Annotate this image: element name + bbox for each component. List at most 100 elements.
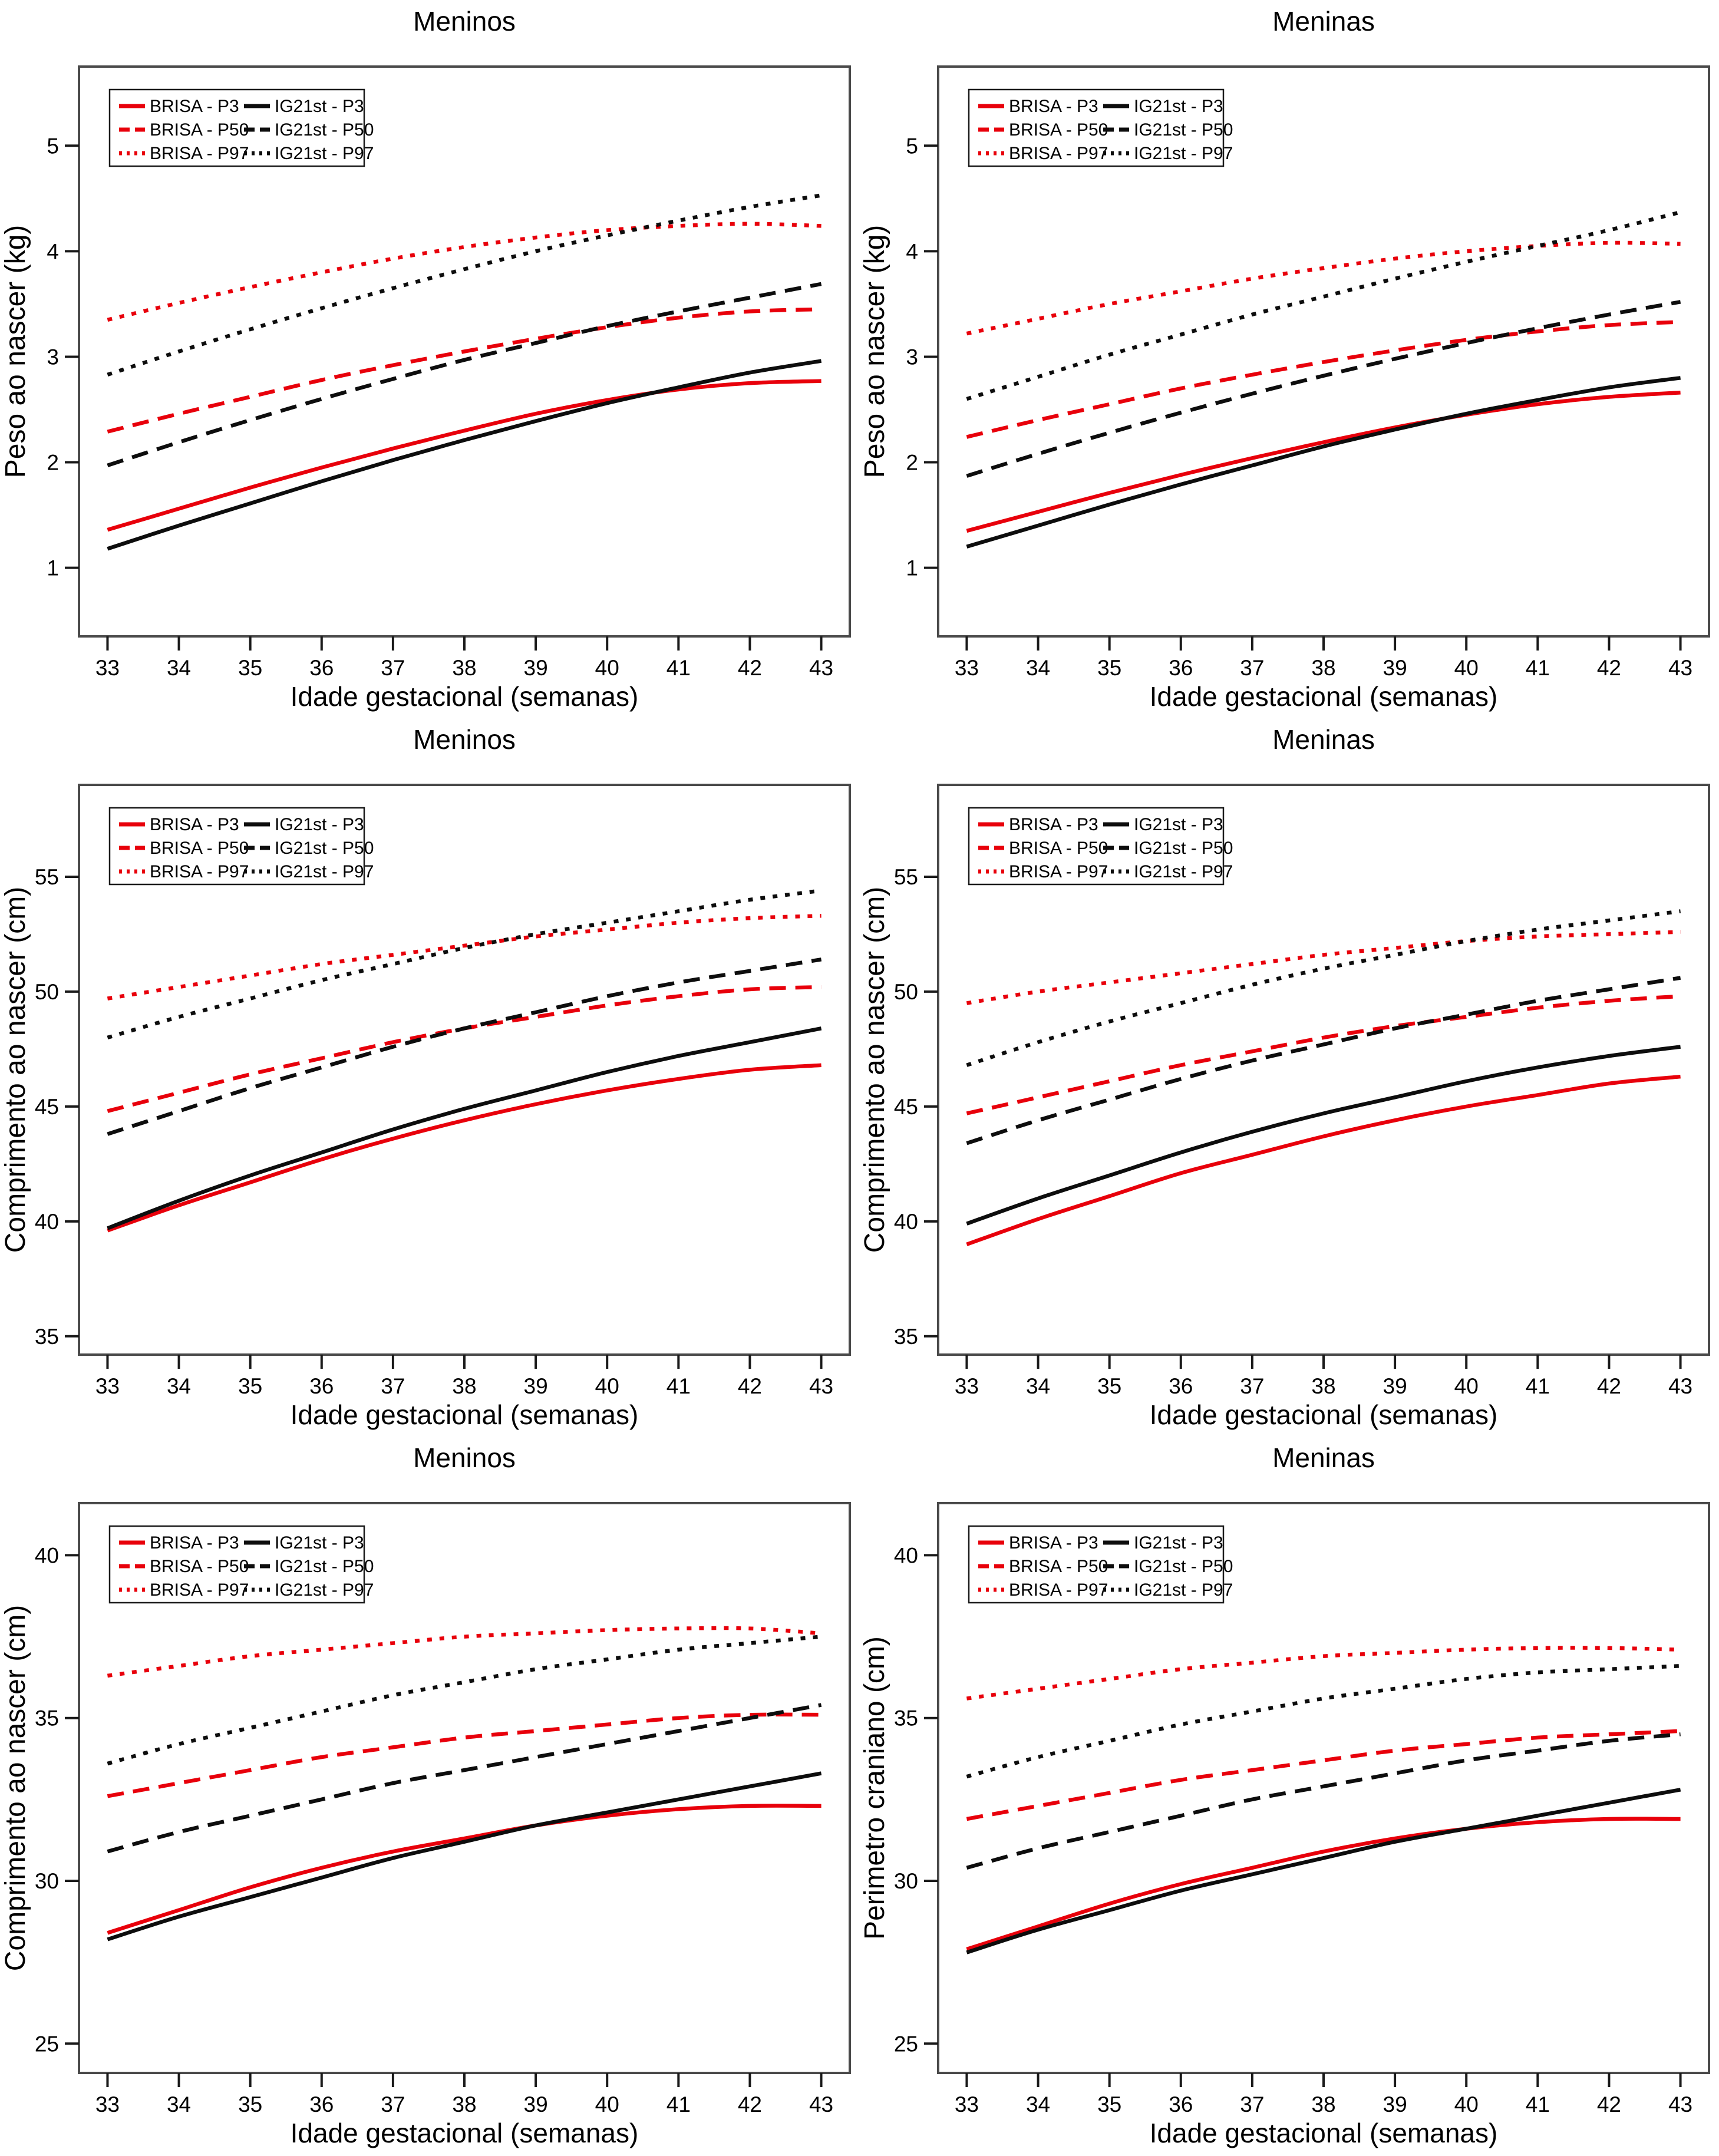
x-tick-label: 37: [1240, 656, 1264, 680]
legend-label: IG21st - P50: [1134, 1557, 1233, 1576]
x-axis-label: Idade gestacional (semanas): [1150, 681, 1498, 712]
chart-canvas: Meninos 35 40 45 50 55 33 34 35 36 37 38 39 40 41 42 43 I…: [0, 724, 851, 1430]
x-tick-label: 37: [381, 1374, 405, 1398]
legend-box: [108, 88, 365, 167]
y-tick-label: 25: [894, 2032, 918, 2056]
x-tick-label: 33: [955, 2092, 979, 2117]
x-axis-label: Idade gestacional (semanas): [1150, 2118, 1498, 2148]
x-tick-label: 38: [1311, 1374, 1335, 1398]
y-tick-label: 4: [47, 239, 59, 263]
x-tick-label: 41: [667, 656, 691, 680]
legend-label: IG21st - P97: [275, 1580, 374, 1600]
x-tick-label: 34: [167, 1374, 191, 1398]
series-BRISA-P50: [107, 307, 821, 434]
y-tick-label: 1: [47, 556, 59, 580]
x-tick-label: 37: [381, 656, 405, 680]
legend-label: IG21st - P50: [275, 120, 374, 140]
legend-label: IG21st - P3: [1134, 97, 1223, 116]
y-tick-label: 55: [35, 865, 59, 889]
y-axis-label: Comprimento ao nascer (cm): [0, 1605, 31, 1972]
x-tick-label: 36: [309, 656, 334, 680]
y-tick-label: 3: [906, 345, 918, 369]
legend-label: BRISA - P97: [1009, 144, 1108, 163]
chart-canvas: Meninos 25 30 35 40 33 34 35 36 37 38 39 40 41 42 43 Ida…: [0, 1442, 851, 2148]
x-axis-label: Idade gestacional (semanas): [291, 1399, 639, 1430]
legend-label: IG21st - P3: [275, 97, 364, 116]
legend-box: [108, 807, 365, 886]
series-IG21st-P97: [107, 193, 822, 377]
legend-box: [968, 1525, 1225, 1604]
x-tick-label: 43: [809, 1374, 833, 1398]
legend-box: [108, 1525, 365, 1604]
x-tick-label: 39: [1383, 1374, 1407, 1398]
y-tick-label: 45: [35, 1095, 59, 1119]
legend-label: BRISA - P50: [1009, 838, 1108, 858]
x-tick-label: 43: [1668, 2092, 1692, 2117]
series-BRISA-P50: [966, 994, 1681, 1115]
series-BRISA-P97: [966, 240, 1681, 336]
legend-label: IG21st - P50: [1134, 120, 1233, 140]
x-tick-label: 40: [595, 2092, 619, 2117]
legend-box: [968, 807, 1225, 886]
legend: BRISA - P3 BRISA - P50 BRISA - P97 IG21st -…: [968, 807, 1233, 886]
series-IG21st-P50: [966, 300, 1681, 478]
series-BRISA-P3: [966, 1817, 1681, 1952]
x-tick-label: 37: [1240, 2092, 1264, 2117]
series-BRISA-P50: [966, 320, 1681, 439]
y-tick-label: 1: [906, 556, 918, 580]
legend-label: IG21st - P97: [1134, 144, 1233, 163]
legend-label: IG21st - P97: [1134, 862, 1233, 881]
y-tick-label: 2: [906, 451, 918, 475]
x-tick-label: 42: [738, 1374, 762, 1398]
series-BRISA-P97: [966, 1646, 1681, 1701]
legend-label: IG21st - P3: [275, 815, 364, 834]
x-tick-label: 40: [1454, 1374, 1479, 1398]
y-tick-label: 55: [894, 865, 918, 889]
x-tick-label: 39: [1383, 2092, 1407, 2117]
legend: BRISA - P3 BRISA - P50 BRISA - P97 IG21st -…: [968, 88, 1233, 167]
x-tick-label: 39: [524, 656, 548, 680]
y-tick-label: 30: [35, 1869, 59, 1893]
legend-label: BRISA - P3: [1009, 97, 1098, 116]
legend-label: IG21st - P97: [275, 144, 374, 163]
x-tick-label: 35: [1097, 2092, 1121, 2117]
x-tick-label: 35: [238, 1374, 262, 1398]
series-BRISA-P3: [107, 379, 821, 532]
y-axis-label: Perimetro craniano (cm): [859, 1636, 890, 1940]
x-tick-label: 40: [595, 1374, 619, 1398]
x-tick-label: 38: [452, 2092, 476, 2117]
legend: BRISA - P3 BRISA - P50 BRISA - P97 IG21st -…: [108, 1525, 374, 1604]
legend-label: IG21st - P50: [275, 1557, 374, 1576]
series-IG21st-P50: [107, 958, 822, 1136]
x-axis-label: Idade gestacional (semanas): [1150, 1399, 1498, 1430]
x-tick-label: 42: [738, 2092, 762, 2117]
panel-2-meninos: Meninos 35 40 45 50 55 33 34 35 36 37 38 39 40 41 42 43 I…: [0, 718, 859, 1437]
y-tick-label: 40: [35, 1543, 59, 1567]
x-tick-label: 33: [955, 1374, 979, 1398]
series-IG21st-P3: [107, 1771, 822, 1942]
series-IG21st-P3: [966, 1788, 1681, 1954]
y-tick-label: 5: [906, 134, 918, 158]
panel-5-meninas: Meninas 25 30 35 40 33 34 35 36 37 38 39 40 41 42 43 Ida…: [859, 1437, 1718, 2155]
legend-label: IG21st - P3: [1134, 1533, 1223, 1553]
x-tick-label: 39: [1383, 656, 1407, 680]
x-tick-label: 33: [95, 656, 120, 680]
x-tick-label: 39: [524, 2092, 548, 2117]
x-tick-label: 33: [95, 2092, 120, 2117]
legend-label: BRISA - P3: [150, 1533, 239, 1553]
legend: BRISA - P3 BRISA - P50 BRISA - P97 IG21st -…: [968, 1525, 1233, 1604]
legend-label: BRISA - P97: [150, 1580, 249, 1600]
legend-label: BRISA - P50: [1009, 120, 1108, 140]
legend-label: BRISA - P97: [150, 862, 249, 881]
x-tick-label: 34: [167, 2092, 191, 2117]
x-tick-label: 37: [381, 2092, 405, 2117]
y-axis-label: Peso ao nascer (kg): [859, 225, 890, 478]
x-tick-label: 36: [309, 1374, 334, 1398]
x-tick-label: 43: [809, 2092, 833, 2117]
x-tick-label: 38: [1311, 656, 1335, 680]
series-IG21st-P50: [966, 976, 1681, 1145]
y-tick-label: 3: [47, 345, 59, 369]
series-IG21st-P3: [107, 359, 822, 551]
x-tick-label: 34: [1026, 1374, 1050, 1398]
series-BRISA-P97: [107, 1626, 821, 1678]
